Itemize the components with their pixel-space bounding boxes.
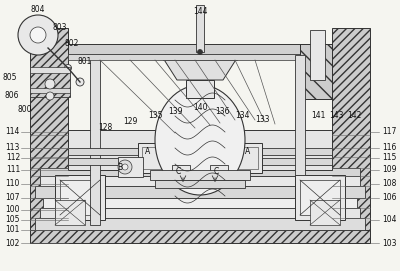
Bar <box>30 67 70 73</box>
Text: 134: 134 <box>235 111 249 121</box>
Bar <box>68 44 332 54</box>
Text: 102: 102 <box>6 238 20 247</box>
Text: 111: 111 <box>6 166 20 175</box>
Bar <box>300 44 332 99</box>
Bar <box>310 30 325 80</box>
Circle shape <box>198 50 202 54</box>
Text: 105: 105 <box>6 215 20 224</box>
Bar <box>310 200 340 225</box>
Polygon shape <box>163 58 237 80</box>
Circle shape <box>18 15 58 55</box>
Bar <box>186 80 214 98</box>
Circle shape <box>30 27 46 43</box>
Text: 136: 136 <box>215 108 229 117</box>
Bar <box>142 147 162 169</box>
Bar <box>234 143 262 173</box>
Bar <box>155 180 245 188</box>
Bar <box>300 44 332 99</box>
Text: 109: 109 <box>382 166 396 175</box>
Text: 800: 800 <box>18 105 32 115</box>
Text: 112: 112 <box>6 153 20 163</box>
Bar <box>68 158 148 165</box>
Bar <box>35 218 365 230</box>
Bar <box>43 198 357 208</box>
Bar <box>68 148 148 155</box>
Text: 103: 103 <box>382 238 396 247</box>
Text: 113: 113 <box>6 144 20 153</box>
Text: 143: 143 <box>329 111 343 121</box>
Text: 100: 100 <box>6 205 20 215</box>
Bar <box>40 176 360 186</box>
Circle shape <box>122 164 128 170</box>
Bar <box>295 55 305 175</box>
Text: 141: 141 <box>311 111 325 121</box>
Ellipse shape <box>155 85 245 195</box>
Bar <box>68 54 332 60</box>
Bar <box>55 175 105 220</box>
Text: 129: 129 <box>123 118 137 127</box>
Bar <box>35 186 365 198</box>
Text: 128: 128 <box>98 124 112 133</box>
Text: 801: 801 <box>78 57 92 66</box>
Bar <box>60 180 100 215</box>
Text: 107: 107 <box>6 193 20 202</box>
Text: 106: 106 <box>382 193 396 202</box>
Bar <box>300 180 340 215</box>
Text: 804: 804 <box>31 5 45 15</box>
Circle shape <box>118 160 132 174</box>
Bar <box>40 168 360 176</box>
Bar <box>238 147 258 169</box>
Bar <box>30 28 68 243</box>
Circle shape <box>76 78 84 86</box>
Circle shape <box>45 79 55 89</box>
Bar <box>172 165 190 187</box>
Bar <box>150 170 250 180</box>
Text: 104: 104 <box>382 215 396 224</box>
Bar <box>295 175 345 220</box>
Text: 108: 108 <box>382 179 396 189</box>
Bar <box>196 5 204 52</box>
Bar <box>30 72 70 97</box>
Text: C: C <box>213 167 219 176</box>
Bar <box>30 88 70 93</box>
Text: 115: 115 <box>382 153 396 163</box>
Text: 135: 135 <box>148 111 162 121</box>
Bar <box>252 148 332 155</box>
Text: 116: 116 <box>382 144 396 153</box>
Text: C: C <box>175 167 181 176</box>
Bar <box>55 200 85 225</box>
Bar <box>332 28 370 243</box>
Bar <box>118 157 143 177</box>
Bar <box>210 165 228 187</box>
Text: 140: 140 <box>193 104 207 112</box>
Text: 802: 802 <box>65 40 79 49</box>
Text: A: A <box>145 147 151 156</box>
Text: 805: 805 <box>3 73 17 82</box>
Text: 133: 133 <box>255 115 269 124</box>
Bar <box>68 130 332 170</box>
Text: 142: 142 <box>347 111 361 121</box>
Text: 110: 110 <box>6 179 20 189</box>
Text: A: A <box>245 147 251 156</box>
Text: B: B <box>118 163 122 172</box>
Circle shape <box>64 64 72 72</box>
Bar <box>252 158 332 165</box>
Bar <box>138 143 166 173</box>
Text: 114: 114 <box>6 127 20 137</box>
Text: 117: 117 <box>382 127 396 137</box>
Text: 806: 806 <box>5 91 19 99</box>
Text: 144: 144 <box>193 8 207 17</box>
Bar <box>30 230 370 243</box>
Text: 803: 803 <box>53 24 67 33</box>
Circle shape <box>46 92 54 100</box>
Bar <box>90 55 100 225</box>
Text: 139: 139 <box>168 108 182 117</box>
Bar <box>40 208 360 218</box>
Text: 101: 101 <box>6 225 20 234</box>
Bar <box>163 52 237 60</box>
